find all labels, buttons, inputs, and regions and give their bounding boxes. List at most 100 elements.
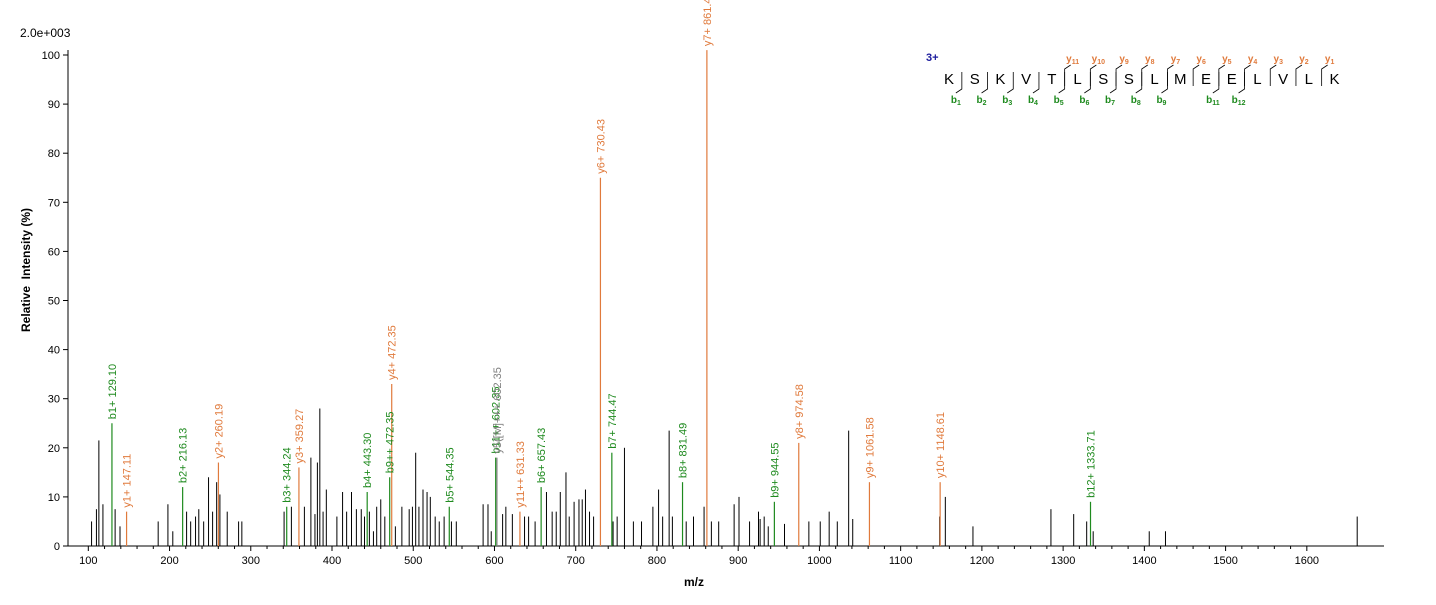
x-tick-label: 1200 xyxy=(970,555,994,567)
b-ion-number: 8 xyxy=(1137,100,1141,107)
sequence-residue: E xyxy=(1201,71,1211,88)
y-cleavage-mark xyxy=(1321,64,1328,86)
y-cleavage-mark xyxy=(1064,64,1071,86)
x-tick-label: 1300 xyxy=(1051,555,1075,567)
y-ion-marker: y2 xyxy=(1299,54,1309,66)
b-ion-label: b3+ 344.24 xyxy=(282,447,294,502)
b-ion-label: b9++ 472.35 xyxy=(385,411,397,473)
b-ion-label: b5+ 544.35 xyxy=(444,447,456,502)
x-tick-label: 600 xyxy=(485,555,503,567)
y-ion-label: y4+ 472.35 xyxy=(387,325,399,380)
sequence-residue: K xyxy=(944,71,954,88)
y-tick-label: 50 xyxy=(48,296,60,308)
y-ion-number: 7 xyxy=(1176,59,1180,66)
b-ion-marker: b2 xyxy=(977,95,987,107)
b-ion-marker: b3 xyxy=(1002,95,1012,107)
b-ion-number: 12 xyxy=(1238,100,1246,107)
b-ion-label: b7+ 744.47 xyxy=(607,393,619,448)
y-ion-number: 11 xyxy=(1072,59,1080,66)
b-ion-number: 5 xyxy=(1060,100,1064,107)
y-ion-marker: y11 xyxy=(1066,54,1079,66)
b-cleavage-mark xyxy=(1212,72,1220,94)
b-ion-label: b2+ 216.13 xyxy=(178,428,190,483)
y-cleavage-mark xyxy=(1244,64,1251,86)
y-cleavage-mark xyxy=(1141,64,1148,86)
b-cleavage-mark xyxy=(955,72,963,94)
y-ion-number: 10 xyxy=(1097,59,1105,66)
b-ion-number: 1 xyxy=(957,100,961,107)
b-cleavage-mark xyxy=(1161,72,1168,94)
sequence-residue: S xyxy=(1124,71,1134,88)
sequence-residue: M xyxy=(1174,71,1187,88)
x-axis-title: m/z xyxy=(684,575,704,589)
y-ion-marker: y6 xyxy=(1196,54,1206,66)
x-tick-label: 800 xyxy=(648,555,666,567)
sequence-residue: S xyxy=(1098,71,1108,88)
x-tick-label: 1400 xyxy=(1132,555,1156,567)
sequence-residue: E xyxy=(1227,71,1237,88)
peak-labels-layer: y1+ 147.11 b1+ 129.10 b2+ 216.13 y2+ 260.19… xyxy=(107,0,1098,508)
b-ion-marker: b9 xyxy=(1156,95,1166,107)
sequence-residue: K xyxy=(995,71,1005,88)
y-ion-marker: y10 xyxy=(1092,54,1105,66)
y-ion-label: y7+ 861.47 xyxy=(702,0,714,46)
sequence-residue: L xyxy=(1150,71,1158,88)
y-ion-label: y9+ 1061.58 xyxy=(864,417,876,478)
y-tick-label: 100 xyxy=(42,50,60,62)
b-ion-number: 11 xyxy=(1212,100,1220,107)
sequence-residue: V xyxy=(1021,71,1031,88)
y-cleavage-mark xyxy=(1218,64,1226,86)
b-ion-marker: b1 xyxy=(951,95,961,107)
y-cleavage-mark xyxy=(1295,64,1303,86)
b-ion-marker: b11 xyxy=(1206,95,1220,107)
y-ion-number: 1 xyxy=(1330,59,1334,66)
x-tick-label: 400 xyxy=(323,555,341,567)
b-cleavage-mark xyxy=(1007,72,1014,94)
y-tick-label: 30 xyxy=(48,394,60,406)
x-tick-label: 1600 xyxy=(1295,555,1319,567)
y-ion-number: 2 xyxy=(1305,59,1309,66)
y-ion-number: 9 xyxy=(1125,59,1129,66)
y-cleavage-mark xyxy=(1115,64,1123,86)
b-ion-marker: b6 xyxy=(1079,95,1089,107)
y-ion-label: y10+ 1148.61 xyxy=(935,412,947,478)
x-tick-label: 200 xyxy=(160,555,178,567)
precursor-charge: 3+ xyxy=(926,52,939,64)
sequence-residue: L xyxy=(1073,71,1081,88)
b-ion-label: b8+ 831.49 xyxy=(678,423,690,478)
b-cleavage-mark xyxy=(1032,72,1040,94)
x-tick-label: 1100 xyxy=(889,555,913,567)
y-ion-label: y6+ 730.43 xyxy=(595,119,607,174)
y-ion-number: 5 xyxy=(1228,59,1232,66)
axes: 0 10 20 30 40 50 60 70 80 90 100 100 200 300 400 500 600… xyxy=(42,50,1384,567)
b-ion-number: 4 xyxy=(1034,100,1038,107)
y-cleavage-mark xyxy=(1167,64,1174,86)
y-ion-number: 3 xyxy=(1279,59,1283,66)
y-axis-title: Relative Intensity (%) xyxy=(19,208,33,332)
y-ion-number: 4 xyxy=(1253,59,1257,66)
x-tick-label: 900 xyxy=(729,555,747,567)
b-ion-number: 3 xyxy=(1008,100,1012,107)
y-tick-label: 0 xyxy=(54,541,60,553)
x-tick-label: 300 xyxy=(242,555,260,567)
b-ion-marker: b7 xyxy=(1105,95,1115,107)
y-ion-label: y11++ 631.33 xyxy=(515,441,527,507)
b-ion-number: 9 xyxy=(1163,100,1167,107)
b-ion-label: b6+ 657.43 xyxy=(536,428,548,483)
y-ion-marker: y7 xyxy=(1171,54,1181,66)
b-ion-label: b11++ 602.35 xyxy=(491,387,503,454)
b-ion-marker: b5 xyxy=(1054,95,1064,107)
b-cleavage-mark xyxy=(981,72,988,94)
sequence-residue: K xyxy=(1329,71,1339,88)
sequence-residue: L xyxy=(1305,71,1313,88)
y-tick-label: 90 xyxy=(48,99,60,111)
sequence-residue: S xyxy=(970,71,980,88)
b-ion-label: b9+ 944.55 xyxy=(769,442,781,497)
y-cleavage-mark xyxy=(1089,64,1097,86)
y-tick-label: 20 xyxy=(48,443,60,455)
b-cleavage-mark xyxy=(1084,72,1091,94)
x-tick-label: 500 xyxy=(404,555,422,567)
y-ion-label: y8+ 974.58 xyxy=(794,384,806,439)
